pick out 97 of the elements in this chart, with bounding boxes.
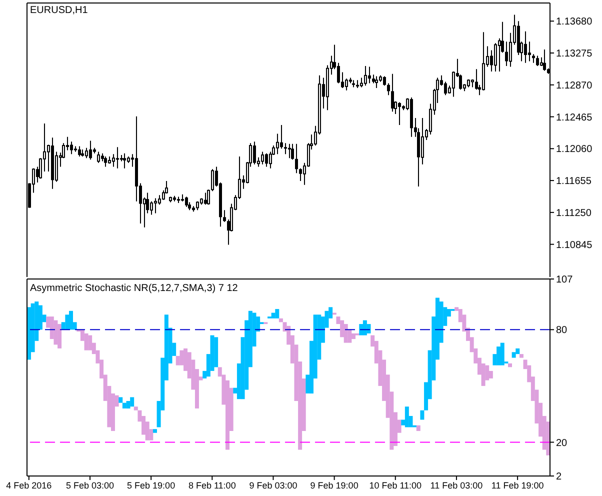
candlestick	[85, 147, 88, 159]
bar	[58, 324, 62, 348]
candlestick	[360, 77, 363, 88]
bar	[278, 318, 283, 322]
candlestick	[295, 143, 298, 174]
y-tick-label: 1.12060	[556, 144, 593, 156]
candlestick	[104, 156, 107, 168]
bar	[496, 346, 501, 366]
x-tick-label: 11 Feb 03:00	[430, 480, 483, 490]
candlestick	[383, 76, 386, 86]
x-tick-label: 10 Feb 11:00	[369, 480, 422, 490]
candlestick	[524, 30, 527, 64]
candlestick	[494, 42, 497, 72]
x-tick-label: 5 Feb 19:00	[127, 480, 176, 490]
candlestick	[211, 168, 214, 192]
bar	[519, 354, 524, 358]
candlestick	[261, 151, 264, 165]
candlestick	[78, 146, 81, 158]
candlestick	[345, 78, 348, 91]
bar	[362, 320, 367, 336]
y-tick-label: 1.11250	[556, 208, 592, 219]
bar	[54, 320, 58, 345]
candlestick	[536, 55, 539, 66]
candlestick	[505, 41, 508, 66]
candlestick	[368, 66, 371, 84]
candlestick	[185, 196, 188, 208]
candlestick	[375, 76, 378, 89]
bar	[420, 410, 424, 420]
bar	[65, 314, 70, 330]
bar	[275, 309, 280, 318]
bar	[88, 335, 92, 350]
x-tick-label: 11 Feb 19:00	[491, 480, 544, 490]
bar	[508, 363, 512, 368]
candlestick	[452, 71, 455, 98]
candlestick	[364, 65, 367, 86]
candlestick	[391, 73, 394, 112]
bar	[512, 352, 516, 358]
candlestick	[223, 210, 226, 222]
x-tick-label: 9 Feb 19:00	[310, 480, 358, 490]
bar	[351, 333, 356, 340]
bar	[366, 324, 371, 334]
y-tick-label: 80	[556, 325, 568, 336]
bar	[122, 402, 126, 408]
candlestick	[337, 62, 340, 84]
bar	[84, 333, 88, 350]
y-tick-label: 1.11655	[556, 176, 592, 188]
bar	[516, 348, 520, 354]
candlestick	[291, 143, 294, 160]
bar	[152, 429, 157, 433]
bar	[416, 425, 420, 431]
candlestick	[444, 81, 447, 96]
x-tick-label: 4 Feb 2016	[6, 480, 52, 490]
candlestick	[299, 168, 302, 182]
candlestick	[97, 151, 100, 164]
candlestick	[158, 194, 161, 206]
y-tick-label: 1.12465	[556, 112, 593, 124]
candlestick	[116, 146, 119, 169]
candlestick	[288, 143, 291, 159]
x-tick-label: 9 Feb 03:00	[249, 480, 298, 490]
candlestick	[150, 200, 153, 216]
candlestick	[543, 48, 546, 72]
candlestick	[265, 152, 268, 168]
candlestick	[421, 117, 424, 165]
y-tick-label: 1.10845	[556, 240, 593, 251]
candlestick	[162, 190, 165, 200]
x-tick-label: 8 Feb 11:00	[188, 480, 236, 490]
candlestick	[284, 142, 287, 155]
candlestick	[123, 152, 126, 169]
x-tick-label: 5 Feb 03:00	[66, 480, 114, 490]
candlestick	[253, 141, 256, 165]
bar	[359, 324, 364, 336]
bar	[130, 397, 134, 407]
y-tick-label: 1.13680	[556, 16, 593, 28]
candlestick	[528, 41, 531, 62]
candlestick	[154, 198, 157, 214]
candlestick	[70, 141, 73, 155]
y-tick-label: 1.12870	[556, 80, 593, 92]
bar	[126, 400, 130, 408]
candlestick	[207, 189, 210, 206]
bar	[404, 406, 409, 428]
candlestick	[387, 82, 390, 96]
chart-title: Asymmetric Stochastic NR(5,12,7,SMA,3) 7 12	[30, 283, 238, 295]
y-tick-label: 20	[556, 438, 568, 449]
candlestick	[276, 133, 279, 155]
bar	[68, 310, 73, 330]
y-tick-label: 2	[556, 472, 562, 483]
candlestick	[204, 192, 207, 206]
y-tick-label: 1.13275	[556, 48, 593, 60]
candlestick	[89, 140, 92, 160]
candlestick	[398, 102, 401, 126]
chart-title: EURUSD,H1	[30, 5, 88, 17]
bar	[118, 397, 123, 403]
y-tick-label: 107	[556, 274, 574, 286]
candlestick	[280, 124, 283, 150]
bar	[500, 342, 504, 366]
bar	[214, 337, 218, 368]
candlestick	[112, 154, 115, 168]
